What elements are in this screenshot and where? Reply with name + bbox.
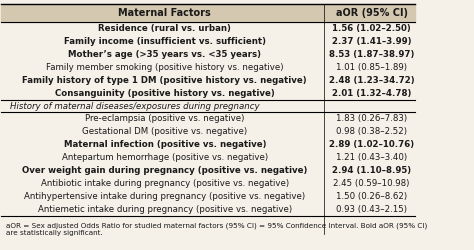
Text: 1.83 (0.26–7.83): 1.83 (0.26–7.83) xyxy=(336,114,407,123)
Text: 1.01 (0.85–1.89): 1.01 (0.85–1.89) xyxy=(336,64,407,72)
Text: Antihypertensive intake during pregnancy (positive vs. negative): Antihypertensive intake during pregnancy… xyxy=(24,192,305,201)
Bar xyxy=(1,4,415,22)
Text: Antibiotic intake during pregnancy (positive vs. negative): Antibiotic intake during pregnancy (posi… xyxy=(41,179,289,188)
Text: 2.01 (1.32–4.78): 2.01 (1.32–4.78) xyxy=(332,90,411,98)
Text: 1.56 (1.02–2.50): 1.56 (1.02–2.50) xyxy=(332,24,411,34)
Text: 2.37 (1.41–3.99): 2.37 (1.41–3.99) xyxy=(332,38,411,46)
Text: 1.21 (0.43–3.40): 1.21 (0.43–3.40) xyxy=(336,153,407,162)
Text: Maternal Factors: Maternal Factors xyxy=(118,8,211,18)
Text: Over weight gain during pregnancy (positive vs. negative): Over weight gain during pregnancy (posit… xyxy=(22,166,308,175)
Text: 8.53 (1.87–38.97): 8.53 (1.87–38.97) xyxy=(329,50,414,59)
Text: 2.45 (0.59–10.98): 2.45 (0.59–10.98) xyxy=(333,179,410,188)
Text: History of maternal diseases/exposures during pregnancy: History of maternal diseases/exposures d… xyxy=(9,102,259,111)
Text: Family history of type 1 DM (positive history vs. negative): Family history of type 1 DM (positive hi… xyxy=(22,76,307,86)
Text: Pre-eclampsia (positive vs. negative): Pre-eclampsia (positive vs. negative) xyxy=(85,114,245,123)
Text: Antiemetic intake during pregnancy (positive vs. negative): Antiemetic intake during pregnancy (posi… xyxy=(38,205,292,214)
Text: 2.48 (1.23–34.72): 2.48 (1.23–34.72) xyxy=(329,76,414,86)
Text: Family income (insufficient vs. sufficient): Family income (insufficient vs. sufficie… xyxy=(64,38,266,46)
Text: Antepartum hemorrhage (positive vs. negative): Antepartum hemorrhage (positive vs. nega… xyxy=(62,153,268,162)
Text: 2.94 (1.10–8.95): 2.94 (1.10–8.95) xyxy=(332,166,411,175)
Text: aOR = Sex adjusted Odds Ratio for studied maternal factors (95% CI) = 95% Confid: aOR = Sex adjusted Odds Ratio for studie… xyxy=(6,223,427,236)
Text: Gestational DM (positive vs. negative): Gestational DM (positive vs. negative) xyxy=(82,127,247,136)
Text: Residence (rural vs. urban): Residence (rural vs. urban) xyxy=(98,24,231,34)
Text: Consanguinity (positive history vs. negative): Consanguinity (positive history vs. nega… xyxy=(55,90,274,98)
Text: 0.93 (0.43–2.15): 0.93 (0.43–2.15) xyxy=(336,205,407,214)
Text: Mother’s age (>35 years vs. <35 years): Mother’s age (>35 years vs. <35 years) xyxy=(68,50,261,59)
Text: Maternal infection (positive vs. negative): Maternal infection (positive vs. negativ… xyxy=(64,140,266,149)
Text: aOR (95% CI): aOR (95% CI) xyxy=(336,8,408,18)
Text: Family member smoking (positive history vs. negative): Family member smoking (positive history … xyxy=(46,64,283,72)
Text: 2.89 (1.02–10.76): 2.89 (1.02–10.76) xyxy=(329,140,414,149)
Text: 0.98 (0.38–2.52): 0.98 (0.38–2.52) xyxy=(336,127,407,136)
Text: 1.50 (0.26–8.62): 1.50 (0.26–8.62) xyxy=(336,192,407,201)
